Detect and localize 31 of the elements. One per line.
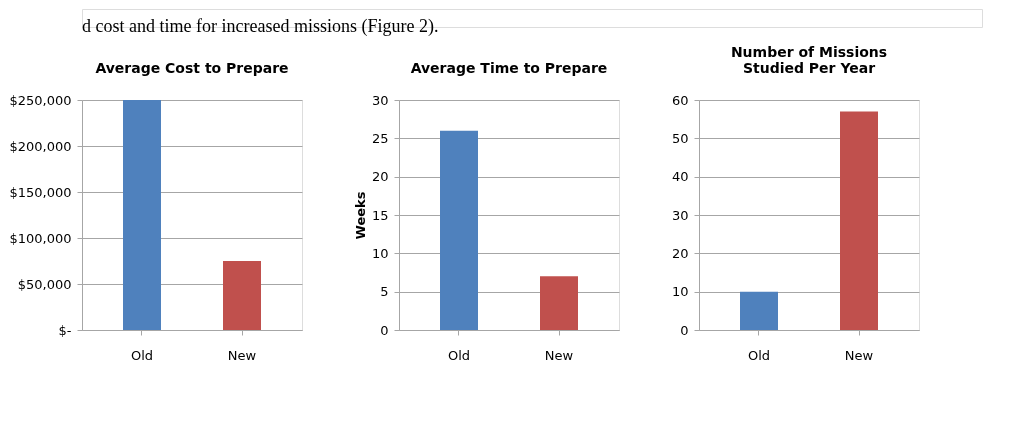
y-tick-label: $250,000 bbox=[9, 92, 72, 108]
y-axis-title: Weeks bbox=[352, 191, 368, 240]
y-tick-label: 15 bbox=[371, 207, 389, 223]
y-tick-label: 0 bbox=[680, 322, 689, 338]
y-tick-label: 60 bbox=[671, 92, 689, 108]
y-tick-label: 10 bbox=[371, 245, 389, 261]
y-tick-label: 25 bbox=[371, 130, 389, 146]
y-tick-label: 50 bbox=[671, 130, 689, 146]
y-tick-label: 0 bbox=[380, 322, 389, 338]
y-tick-label: $- bbox=[58, 322, 72, 338]
y-tick-label: 20 bbox=[671, 245, 689, 261]
x-tick-label: Old bbox=[130, 347, 154, 363]
x-tick-label: New bbox=[227, 347, 257, 363]
y-tick-label: $100,000 bbox=[9, 230, 72, 246]
y-tick-label: 40 bbox=[671, 169, 689, 185]
chart-title: Average Cost to Prepare bbox=[95, 60, 289, 76]
x-tick-label: Old bbox=[747, 347, 771, 363]
y-tick-label: 30 bbox=[671, 207, 689, 223]
y-tick-label: 10 bbox=[671, 284, 689, 300]
y-tick-label: 5 bbox=[380, 284, 389, 300]
y-tick-label: $150,000 bbox=[9, 184, 72, 200]
chart-title: Average Time to Prepare bbox=[410, 60, 608, 76]
x-tick-label: New bbox=[844, 347, 874, 363]
chart-title: Number of Missions Studied Per Year bbox=[730, 44, 888, 76]
y-tick-label: $50,000 bbox=[17, 276, 72, 292]
x-tick-label: Old bbox=[447, 347, 471, 363]
y-tick-label: $200,000 bbox=[9, 138, 72, 154]
y-tick-label: 30 bbox=[371, 92, 389, 108]
x-tick-label: New bbox=[544, 347, 574, 363]
y-tick-label: 20 bbox=[371, 169, 389, 185]
text: d cost and time for increased missions (Figure 2). bbox=[82, 16, 439, 37]
